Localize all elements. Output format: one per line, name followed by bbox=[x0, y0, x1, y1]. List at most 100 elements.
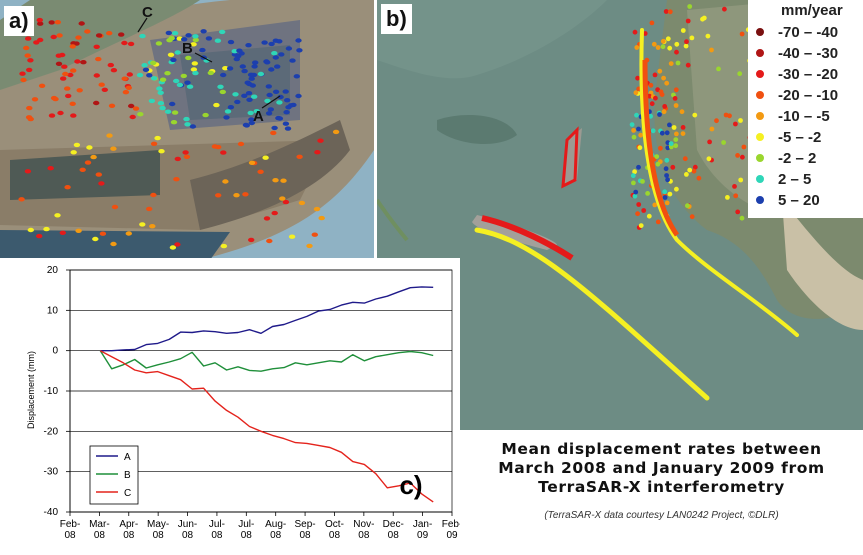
measurement-point bbox=[739, 215, 745, 221]
jetty-left bbox=[474, 227, 710, 401]
measurement-point bbox=[279, 196, 286, 201]
panel-b-label: b) bbox=[381, 4, 412, 34]
legend-item: -10 – -5 bbox=[756, 106, 830, 126]
measurement-point bbox=[282, 121, 290, 126]
measurement-point bbox=[118, 32, 125, 37]
y-axis-label: Displacement (mm) bbox=[26, 351, 36, 429]
legend-item: -40 – -30 bbox=[756, 43, 838, 63]
measurement-point bbox=[665, 36, 671, 42]
measurement-point bbox=[274, 64, 281, 69]
measurement-point bbox=[48, 113, 56, 118]
measurement-point bbox=[739, 31, 745, 37]
measurement-point bbox=[176, 82, 184, 88]
measurement-point bbox=[263, 216, 271, 221]
measurement-point bbox=[80, 60, 87, 65]
measurement-point bbox=[632, 29, 638, 35]
x-tick-label: Jul-08 bbox=[209, 519, 225, 541]
measurement-point bbox=[692, 112, 698, 118]
measurement-point bbox=[25, 115, 33, 120]
measurement-point bbox=[37, 21, 44, 26]
legend-swatch bbox=[756, 91, 764, 99]
measurement-point bbox=[662, 104, 668, 109]
measurement-point bbox=[733, 121, 738, 127]
legend-item: -30 – -20 bbox=[756, 64, 838, 84]
legend-swatch bbox=[756, 112, 764, 120]
measurement-point bbox=[234, 99, 241, 105]
x-tick-label: Feb-08 bbox=[60, 519, 81, 541]
measurement-point bbox=[257, 169, 264, 174]
measurement-point bbox=[674, 49, 679, 55]
measurement-point bbox=[306, 243, 313, 249]
measurement-point bbox=[67, 72, 74, 78]
measurement-point bbox=[246, 81, 253, 87]
measurement-point bbox=[190, 67, 198, 72]
measurement-point bbox=[653, 95, 658, 101]
chart-legend: ABC bbox=[89, 445, 139, 505]
measurement-point bbox=[150, 192, 157, 198]
measurement-point bbox=[171, 110, 179, 115]
measurement-point bbox=[288, 103, 295, 108]
measurement-point bbox=[156, 86, 163, 91]
measurement-point bbox=[122, 90, 130, 95]
measurement-point bbox=[69, 44, 76, 49]
measurement-point bbox=[276, 100, 283, 105]
measurement-point bbox=[271, 125, 278, 131]
x-tick-label: Nov-08 bbox=[353, 519, 374, 541]
measurement-point bbox=[184, 80, 191, 85]
measurement-point bbox=[288, 234, 296, 239]
measurement-point bbox=[655, 219, 661, 225]
measurement-point bbox=[223, 115, 230, 120]
measurement-point bbox=[651, 41, 657, 47]
measurement-point bbox=[670, 164, 676, 170]
measurement-point bbox=[18, 197, 25, 202]
measurement-point bbox=[52, 96, 59, 102]
measurement-point bbox=[155, 41, 163, 46]
measurement-point bbox=[227, 39, 235, 45]
measurement-point bbox=[137, 112, 144, 117]
measurement-point bbox=[56, 33, 63, 38]
measurement-point bbox=[277, 94, 284, 100]
legend-label-c: C bbox=[124, 488, 131, 499]
legend-item: -2 – 2 bbox=[756, 148, 816, 168]
measurement-point bbox=[150, 76, 158, 81]
measurement-point bbox=[636, 126, 641, 132]
measurement-point bbox=[226, 66, 234, 71]
measurement-point bbox=[285, 46, 293, 51]
measurement-point bbox=[38, 83, 46, 89]
measurement-point bbox=[65, 93, 72, 99]
measurement-point bbox=[78, 21, 85, 26]
measurement-point bbox=[657, 68, 663, 74]
legend-swatch bbox=[756, 28, 764, 36]
measurement-point bbox=[182, 150, 189, 155]
svg-text:C: C bbox=[142, 4, 153, 21]
measurement-point bbox=[687, 167, 693, 173]
measurement-point bbox=[642, 31, 648, 36]
measurement-point bbox=[47, 166, 54, 171]
measurement-point bbox=[691, 168, 697, 174]
measurement-point bbox=[157, 101, 165, 106]
measurement-point bbox=[167, 52, 175, 57]
measurement-point bbox=[664, 173, 669, 178]
measurement-point bbox=[126, 72, 133, 77]
measurement-point bbox=[631, 180, 636, 186]
measurement-point bbox=[185, 55, 192, 61]
measurement-point bbox=[737, 71, 743, 77]
measurement-point bbox=[283, 110, 290, 115]
measurement-point bbox=[110, 68, 118, 73]
measurement-point bbox=[149, 224, 156, 229]
measurement-point bbox=[692, 164, 698, 170]
legend-item: 5 – 20 bbox=[756, 190, 820, 210]
measurement-point bbox=[706, 156, 712, 162]
measurement-point bbox=[36, 17, 43, 23]
measurement-point bbox=[75, 35, 82, 40]
legend-item: -70 – -40 bbox=[756, 22, 838, 42]
measurement-point bbox=[242, 192, 249, 197]
measurement-point bbox=[84, 160, 92, 165]
x-tick-label: Jul-08 bbox=[238, 519, 254, 541]
legend-swatch bbox=[756, 154, 764, 162]
measurement-point bbox=[37, 37, 44, 43]
measurement-point bbox=[662, 189, 668, 195]
measurement-point bbox=[211, 144, 219, 149]
measurement-point bbox=[108, 103, 116, 109]
